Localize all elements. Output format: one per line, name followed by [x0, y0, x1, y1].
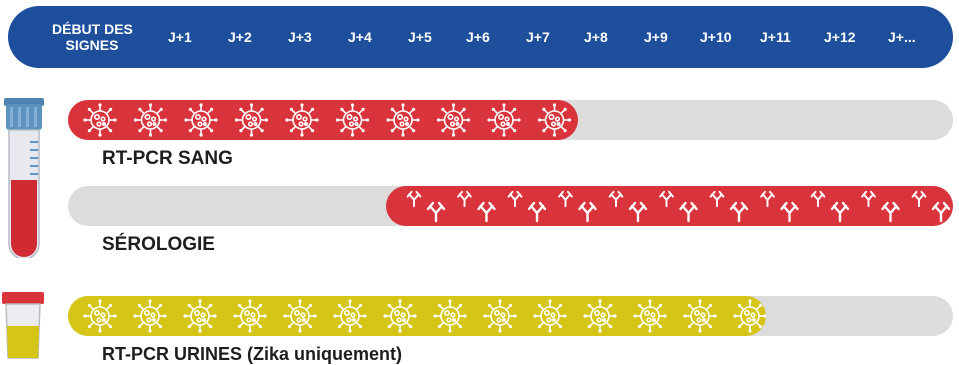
virus-icon: [633, 299, 667, 333]
timeline-header: DÉBUT DES SIGNES J+1 J+2 J+3 J+4 J+5 J+6…: [8, 6, 953, 68]
antibody-icon: [608, 190, 624, 208]
antibody-icon: [558, 190, 573, 208]
virus-icon: [583, 299, 617, 333]
virus-icon: [285, 103, 319, 137]
antibody-icon: [760, 190, 775, 208]
virus-icon: [183, 299, 217, 333]
antibody-icon: [911, 190, 927, 208]
virus-icon: [133, 103, 168, 137]
virus-icon: [184, 103, 218, 137]
virus-icon: [386, 103, 420, 137]
day-label-start-line1: DÉBUT DES: [52, 21, 133, 37]
day-label-2: J+2: [228, 29, 252, 45]
virus-icon: [483, 299, 517, 333]
virus-icon: [733, 299, 766, 333]
antibody-icon: [477, 201, 496, 223]
antibody-icon: [881, 201, 900, 223]
antibody-icon: [406, 190, 422, 208]
antibody-icon: [810, 190, 826, 208]
day-label-4: J+4: [348, 29, 372, 45]
virus-icon: [433, 299, 467, 333]
day-label-11: J+11: [760, 29, 791, 45]
antibody-icon: [931, 201, 951, 223]
day-label-start: DÉBUT DES SIGNES: [52, 21, 133, 53]
virus-icon: [133, 299, 167, 333]
day-label-6: J+6: [466, 29, 490, 45]
virus-icon: [533, 299, 567, 333]
label-rt-pcr-urines: RT-PCR URINES (Zika uniquement): [102, 344, 403, 364]
antibody-icon: [578, 201, 597, 223]
day-label-9: J+9: [644, 29, 668, 45]
virus-icon: [83, 103, 117, 137]
antibody-icon: [426, 201, 446, 223]
bar-rt-pcr-urines: [68, 296, 766, 336]
antibody-icon: [780, 201, 799, 223]
label-serologie: SÉROLOGIE: [102, 234, 215, 255]
day-label-13: J+...: [888, 29, 916, 45]
virus-icon: [335, 103, 370, 137]
day-label-8: J+8: [584, 29, 608, 45]
antibody-icon-row-serologie: [406, 190, 951, 223]
blood-tube-icon: [2, 98, 46, 260]
antibody-icon: [527, 201, 547, 223]
bar-serologie: [386, 186, 953, 226]
virus-icon: [333, 299, 367, 333]
day-label-12: J+12: [824, 29, 856, 45]
virus-icon: [436, 103, 471, 137]
label-rt-pcr-sang: RT-PCR SANG: [102, 148, 233, 169]
bar-rt-pcr-sang: [68, 100, 578, 140]
virus-icon: [683, 299, 717, 333]
virus-icon: [234, 103, 269, 137]
virus-icon: [283, 299, 317, 333]
antibody-icon: [709, 190, 725, 208]
antibody-icon: [507, 190, 523, 208]
day-label-1: J+1: [168, 29, 192, 45]
virus-icon-row-urines: [83, 299, 766, 333]
antibody-icon: [628, 201, 648, 223]
virus-icon-row-sang: [83, 103, 572, 137]
urine-cup-icon: [2, 292, 44, 360]
day-label-3: J+3: [288, 29, 312, 45]
antibody-icon: [457, 190, 472, 208]
day-label-10: J+10: [700, 29, 732, 45]
virus-icon: [83, 299, 117, 333]
day-label-5: J+5: [408, 29, 432, 45]
virus-icon: [487, 103, 521, 137]
antibody-icon: [729, 201, 749, 223]
virus-icon: [233, 299, 267, 333]
virus-icon: [537, 103, 572, 137]
day-label-7: J+7: [526, 29, 550, 45]
antibody-icon: [861, 190, 876, 208]
antibody-icon: [830, 201, 850, 223]
antibody-icon: [679, 201, 698, 223]
day-label-start-line2: SIGNES: [65, 37, 119, 53]
antibody-icon: [659, 190, 674, 208]
virus-icon: [383, 299, 417, 333]
